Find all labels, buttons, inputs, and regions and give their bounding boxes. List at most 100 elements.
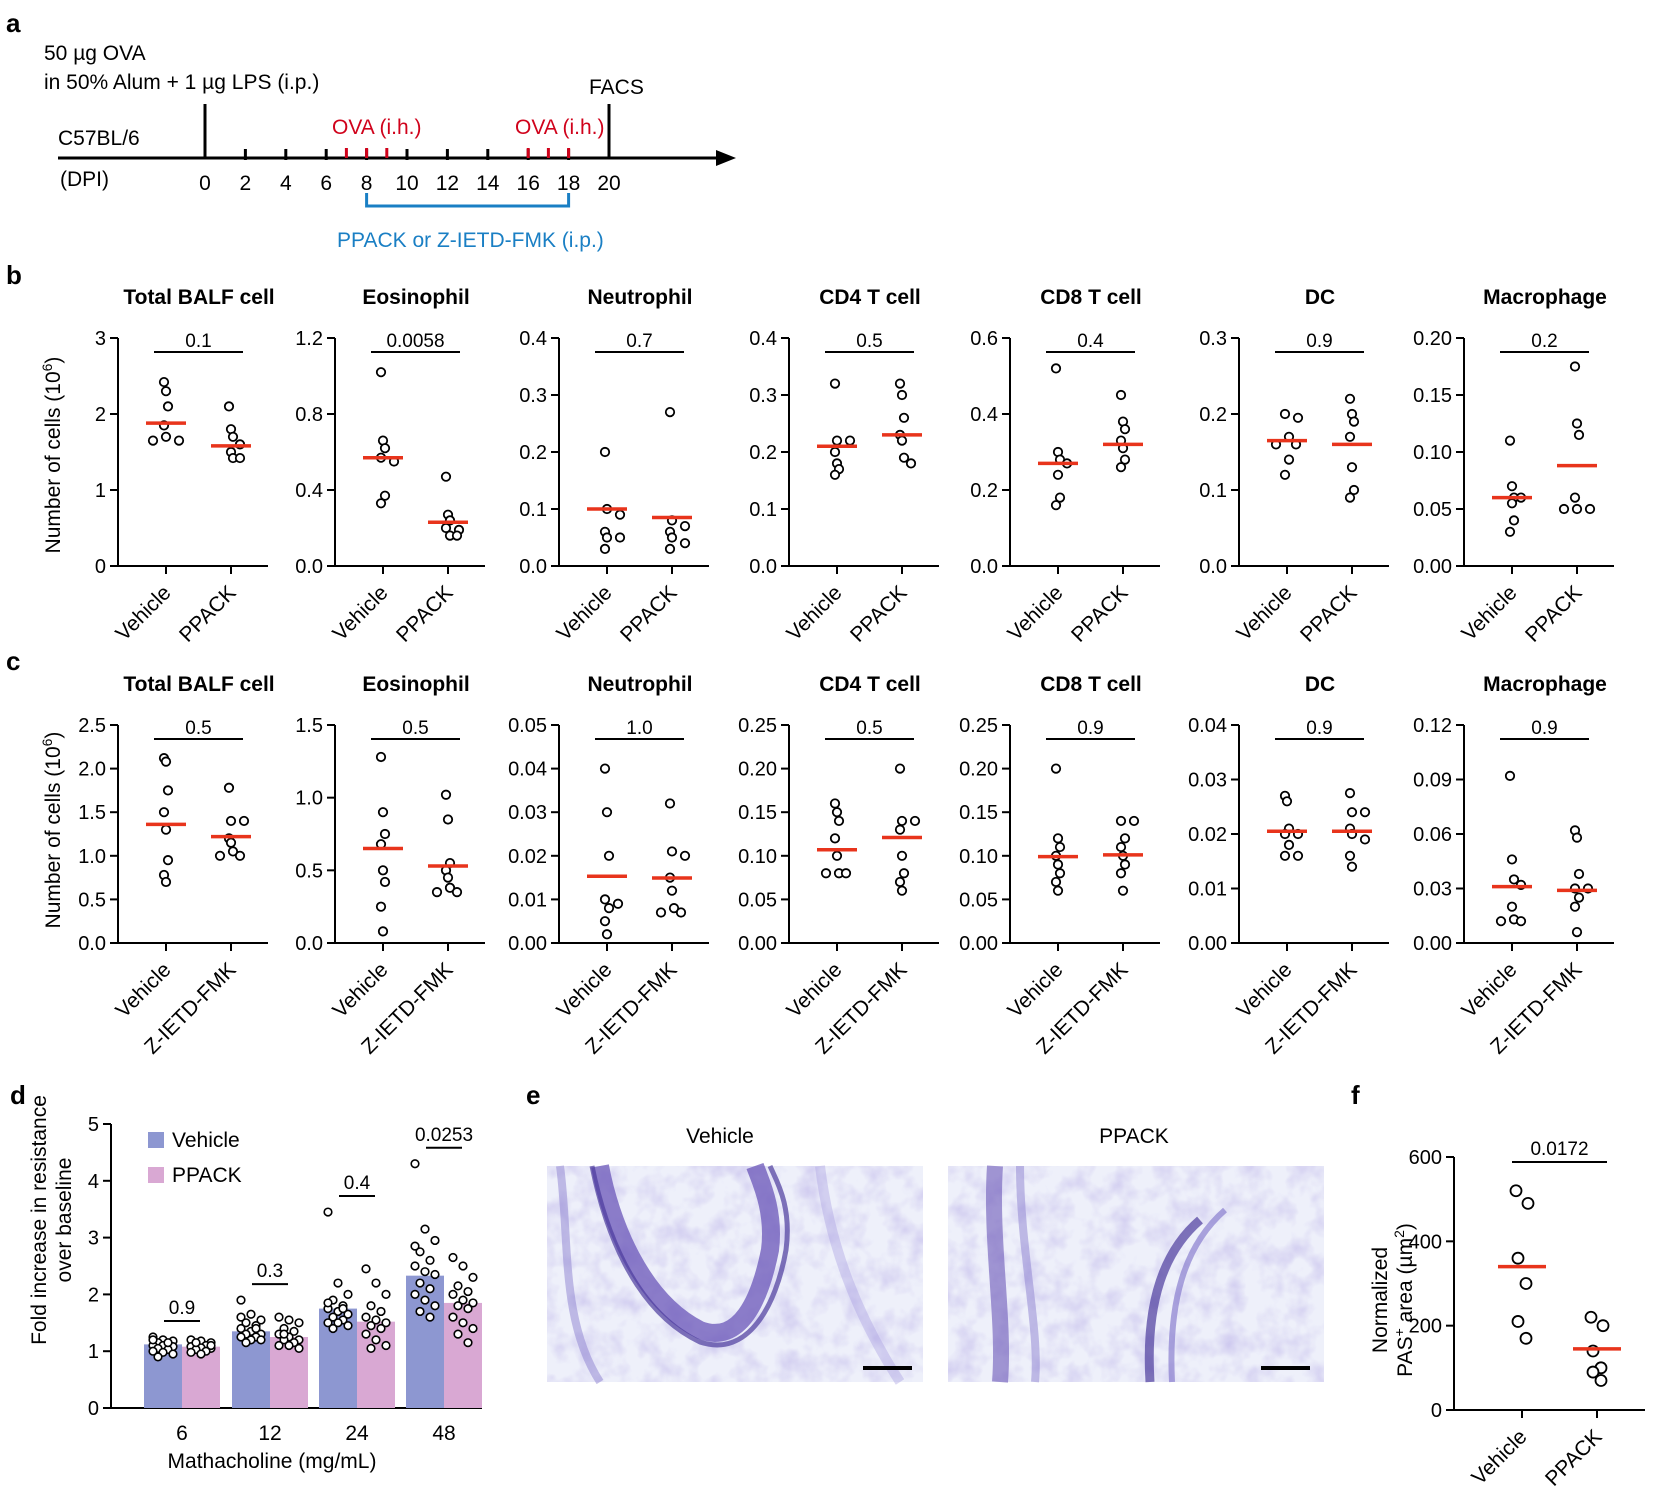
p-value: 0.3 [257,1261,283,1282]
data-point [214,850,226,861]
data-point [831,435,843,446]
x-tick-label: Vehicle [1232,958,1296,1022]
data-point [612,898,624,909]
data-point [420,1267,430,1277]
data-point [173,435,185,446]
subplot-title: DC [1305,673,1335,696]
data-point [236,1295,246,1305]
x-tick-label: Vehicle [1003,581,1067,645]
data-point [1346,462,1358,473]
data-point [160,824,172,835]
data-point [274,1312,284,1322]
subplot-neutrophil: Neutrophil 0.0 0.1 0.2 0.3 0.4 Vehicle PPACK 0.7 [519,286,709,647]
data-point [241,1318,251,1328]
data-point [379,443,391,454]
y-tick-label: 0.05 [508,715,547,737]
data-point [1054,492,1066,503]
y-tick-label: 0.20 [1413,328,1452,350]
data-point [279,1329,289,1339]
y-tick-label: 0.4 [519,328,547,350]
data-point [379,490,391,501]
data-point [898,412,910,423]
data-point [666,885,678,896]
y-tick-label: 0.20 [959,759,998,781]
data-point [371,1278,381,1288]
data-point [1504,770,1516,781]
x-tick-label: Vehicle [782,581,846,645]
data-point [829,469,841,480]
legend-ppack-swatch [148,1167,164,1183]
data-point [599,446,611,458]
p-value: 0.4 [344,1173,371,1194]
panel-letter-e: e [526,1080,540,1110]
data-point [1052,833,1064,844]
data-point [829,798,841,809]
data-point [442,872,454,883]
y-tick-label: 0.00 [959,933,998,955]
data-point [894,763,906,774]
x-tick-label: Vehicle [552,958,616,1022]
data-point [1054,841,1066,853]
y-tick-label: 0.05 [959,889,998,911]
data-point [1584,503,1596,515]
data-point [1115,868,1127,879]
data-point [601,532,613,543]
data-point [1511,1251,1525,1265]
data-point [294,1318,304,1328]
data-point [162,785,174,796]
data-point [1571,926,1583,938]
y-tick-label: 0.3 [749,385,777,407]
data-point [614,509,626,520]
data-point [896,850,908,861]
data-point [1515,916,1527,927]
data-point [668,903,680,914]
data-point [468,1272,478,1282]
subplot-cd4-t-cell: CD4 T cell 0.0 0.1 0.2 0.3 0.4 Vehicle PPACK 0.5 [749,286,939,647]
y-tick-label: 0.25 [959,715,998,737]
data-point [196,1349,206,1359]
data-point [896,815,908,827]
x-tick-label: Vehicle [1457,958,1521,1022]
data-point [655,907,667,918]
data-point [831,807,843,818]
y-tick-label: 0.00 [738,933,777,955]
p-value: 0.5 [185,718,211,739]
panel-letter-f: f [1351,1080,1360,1110]
x-tick-label: 12 [258,1422,281,1445]
p-value: 0.0172 [1530,1139,1588,1160]
data-point [191,1338,201,1348]
data-point [833,815,845,827]
data-point [1346,861,1358,872]
data-point [333,1318,343,1328]
data-point [431,887,443,898]
data-point [223,782,235,793]
data-point [440,471,452,482]
timeline-tick-label: 14 [476,172,500,195]
timeline-tick-label: 20 [597,172,620,195]
data-point [1519,1277,1533,1290]
data-point [1283,839,1295,851]
data-point [1596,1319,1610,1333]
y-tick-label: 0.10 [959,846,998,868]
data-point [256,1315,266,1325]
timeline-tick-label: 16 [517,172,540,195]
panel-a: a 50 µg OVA in 50% Alum + 1 µg LPS (i.p.… [6,8,736,252]
data-point [896,435,908,446]
data-point [1292,850,1304,861]
data-point [448,1252,458,1263]
subplot-title: CD8 T cell [1040,286,1142,309]
data-point [603,850,615,861]
panel-letter-d: d [10,1080,26,1110]
data-point [679,520,691,532]
y-tick-label: 0.15 [959,802,998,824]
data-point [909,815,921,827]
data-point [328,1323,338,1334]
y-tick-label: 0.04 [508,759,547,781]
data-point [894,378,906,389]
y-tick-label: 0.15 [738,802,777,824]
x-tick-label: Vehicle [111,581,175,645]
data-point [206,1340,216,1351]
data-point [289,1326,299,1336]
data-point [274,1340,284,1351]
data-point [256,1335,266,1345]
